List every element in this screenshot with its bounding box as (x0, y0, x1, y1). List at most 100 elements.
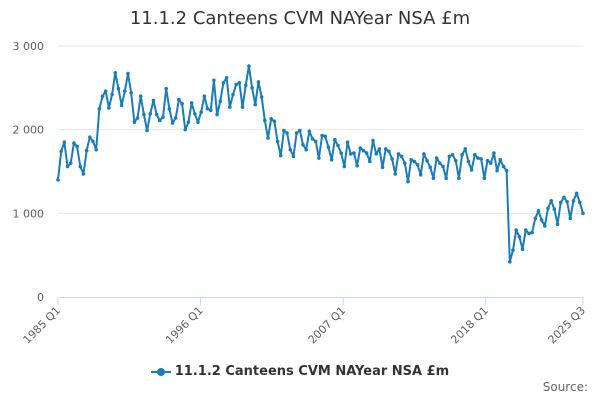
data-point[interactable] (562, 195, 566, 200)
data-point[interactable] (56, 178, 60, 182)
data-point[interactable] (199, 110, 203, 114)
data-point[interactable] (84, 148, 89, 153)
data-point[interactable] (377, 147, 382, 151)
data-point[interactable] (549, 198, 553, 203)
data-point[interactable] (138, 94, 143, 98)
data-point[interactable] (88, 135, 92, 139)
data-point[interactable] (390, 157, 394, 161)
data-point[interactable] (123, 89, 127, 93)
data-point[interactable] (428, 165, 433, 170)
data-point[interactable] (129, 91, 133, 95)
data-point[interactable] (329, 157, 334, 162)
data-point[interactable] (282, 128, 286, 133)
data-point[interactable] (425, 158, 429, 163)
data-point[interactable] (339, 151, 343, 155)
data-point[interactable] (119, 103, 124, 108)
data-point[interactable] (326, 145, 331, 150)
data-point[interactable] (215, 112, 219, 117)
data-point[interactable] (485, 158, 490, 163)
data-point[interactable] (100, 94, 105, 98)
data-point[interactable] (533, 216, 538, 221)
data-point[interactable] (364, 151, 369, 155)
data-point[interactable] (511, 248, 515, 252)
data-point[interactable] (460, 152, 464, 157)
data-point[interactable] (224, 75, 229, 80)
data-point[interactable] (243, 83, 248, 88)
data-point[interactable] (158, 118, 162, 123)
data-point[interactable] (183, 127, 188, 132)
data-point[interactable] (438, 161, 442, 165)
data-point[interactable] (110, 92, 114, 97)
data-point[interactable] (323, 134, 328, 139)
data-point[interactable] (126, 71, 130, 76)
data-point[interactable] (539, 218, 544, 222)
data-point[interactable] (272, 119, 277, 124)
data-point[interactable] (412, 159, 417, 164)
data-point[interactable] (380, 165, 385, 170)
data-point[interactable] (62, 140, 67, 145)
data-point[interactable] (285, 131, 289, 135)
data-point[interactable] (546, 206, 550, 211)
data-point[interactable] (368, 159, 372, 164)
data-point[interactable] (107, 106, 111, 110)
data-point[interactable] (253, 102, 258, 107)
data-point[interactable] (278, 153, 283, 158)
data-point[interactable] (310, 137, 315, 141)
data-point[interactable] (145, 128, 149, 133)
data-point[interactable] (154, 112, 159, 117)
data-point[interactable] (581, 211, 585, 216)
data-point[interactable] (565, 199, 569, 204)
data-point[interactable] (291, 154, 296, 159)
data-point[interactable] (231, 92, 235, 97)
data-point[interactable] (403, 161, 407, 165)
data-point[interactable] (266, 136, 270, 140)
data-point[interactable] (348, 152, 353, 156)
data-point[interactable] (237, 81, 242, 85)
data-point[interactable] (469, 168, 474, 172)
data-point[interactable] (298, 128, 302, 133)
data-point[interactable] (504, 168, 509, 173)
data-point[interactable] (256, 80, 261, 84)
data-point[interactable] (450, 152, 455, 157)
data-point[interactable] (75, 144, 79, 149)
data-point[interactable] (399, 154, 404, 159)
data-point[interactable] (218, 99, 223, 104)
data-point[interactable] (517, 234, 522, 239)
data-point[interactable] (383, 147, 388, 151)
data-point[interactable] (345, 140, 350, 145)
data-point[interactable] (234, 82, 238, 87)
data-point[interactable] (307, 129, 312, 134)
data-point[interactable] (94, 147, 98, 152)
data-point[interactable] (358, 146, 363, 150)
data-point[interactable] (555, 222, 560, 227)
data-point[interactable] (431, 176, 436, 180)
data-point[interactable] (301, 142, 305, 147)
data-point[interactable] (422, 152, 426, 156)
data-point[interactable] (208, 108, 213, 113)
data-point[interactable] (228, 105, 232, 109)
data-point[interactable] (336, 143, 340, 148)
data-point[interactable] (132, 120, 137, 124)
data-point[interactable] (574, 191, 579, 196)
data-point[interactable] (193, 111, 197, 116)
data-point[interactable] (355, 163, 359, 168)
data-point[interactable] (466, 159, 471, 164)
data-point[interactable] (250, 86, 254, 90)
data-point[interactable] (374, 152, 378, 156)
data-point[interactable] (320, 133, 324, 138)
data-point[interactable] (81, 172, 86, 176)
data-point[interactable] (148, 111, 153, 116)
data-point[interactable] (495, 168, 499, 173)
data-point[interactable] (173, 116, 178, 120)
data-point[interactable] (259, 95, 264, 99)
data-point[interactable] (552, 207, 557, 211)
data-point[interactable] (508, 260, 512, 264)
data-point[interactable] (352, 151, 356, 155)
data-point[interactable] (59, 149, 63, 154)
data-point[interactable] (447, 154, 452, 159)
data-point[interactable] (558, 200, 563, 205)
data-point[interactable] (476, 156, 480, 160)
data-point[interactable] (170, 121, 175, 125)
data-point[interactable] (91, 139, 95, 144)
data-point[interactable] (180, 101, 184, 106)
